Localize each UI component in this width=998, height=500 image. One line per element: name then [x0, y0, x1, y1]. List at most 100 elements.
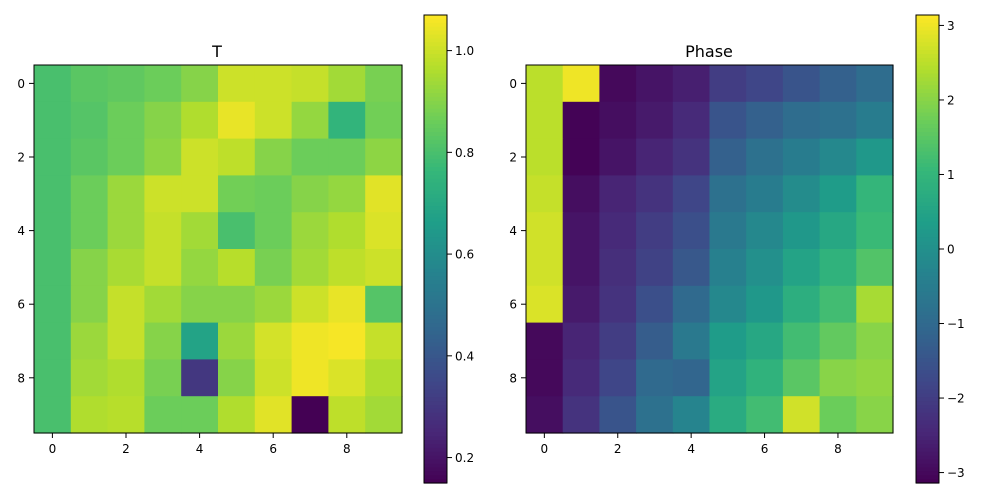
- colorbar-segment: [424, 432, 447, 437]
- colorbar-segment: [916, 245, 939, 250]
- heatmap-cell: [636, 249, 674, 287]
- colorbar-segment: [424, 436, 447, 441]
- heatmap-cell: [562, 285, 600, 324]
- colorbar-segment: [424, 34, 447, 39]
- heatmap-cell: [709, 212, 747, 250]
- heatmap-cell: [636, 101, 674, 140]
- colorbar-segment: [916, 198, 939, 203]
- colorbar-segment: [424, 69, 447, 75]
- heatmap-cell: [107, 212, 145, 250]
- colorbar-segment: [916, 358, 939, 363]
- colorbar: 0.2 0.4 0.6 0.8 1.0: [423, 14, 474, 484]
- heatmap-cell: [856, 359, 894, 397]
- heatmap-cell: [291, 212, 329, 250]
- colorbar-segment: [424, 159, 447, 164]
- colorbar-segment: [916, 38, 939, 43]
- colorbar-segment: [916, 26, 939, 32]
- heatmap-cell: [709, 359, 747, 397]
- colorbar-segment: [916, 385, 939, 390]
- colorbar-segment: [424, 268, 447, 273]
- colorbar-segment: [424, 233, 447, 238]
- heatmap-cell: [365, 138, 403, 176]
- heatmap-cell: [709, 249, 747, 287]
- heatmap-cell: [144, 138, 182, 176]
- colorbar-segment: [916, 213, 939, 219]
- colorbar-segment: [916, 194, 939, 199]
- colorbar-segment: [916, 291, 939, 297]
- colorbar-segment: [424, 229, 447, 234]
- heatmap-cell: [107, 138, 145, 176]
- heatmap-cell: [70, 396, 109, 434]
- heatmap-cell: [526, 175, 564, 213]
- colorbar-segment: [916, 190, 939, 195]
- heatmap-cell: [70, 359, 109, 397]
- colorbar-segment: [424, 50, 447, 55]
- colorbar-segment: [424, 444, 447, 449]
- colorbar-segment: [916, 405, 939, 410]
- heatmap-cell: [709, 65, 747, 103]
- heatmap-cell: [328, 322, 366, 360]
- heatmap-cell: [672, 175, 711, 213]
- heatmap-cell: [107, 285, 145, 324]
- colorbar-segment: [424, 307, 447, 312]
- heatmap-cell: [70, 212, 109, 250]
- colorbar-segment: [916, 182, 939, 188]
- colorbar-segment: [424, 369, 447, 375]
- heatmap-cell: [328, 396, 366, 434]
- heatmap-cell: [218, 175, 256, 213]
- colorbar-segment: [424, 280, 447, 285]
- colorbar-segment: [424, 327, 447, 332]
- heatmap-cell: [636, 322, 674, 360]
- heatmap-cell: [328, 138, 366, 176]
- heatmap-cell: [254, 175, 293, 213]
- heatmap-cell: [181, 285, 219, 324]
- colorbar-segment: [424, 252, 447, 258]
- colorbar-segment: [424, 323, 447, 328]
- colorbar-segment: [424, 77, 447, 82]
- heatmap-cell: [107, 322, 145, 360]
- heatmap-cell: [144, 101, 182, 140]
- colorbar-segment: [424, 424, 447, 429]
- heatmap-cell: [562, 138, 600, 176]
- heatmap-cell: [365, 396, 403, 434]
- colorbar-segment: [424, 408, 447, 414]
- colorbar-segment: [424, 182, 447, 188]
- heatmap-cell: [254, 65, 293, 103]
- colorbar-segment: [424, 65, 447, 71]
- heatmap-cell: [70, 322, 109, 360]
- heatmap-cell: [107, 65, 145, 103]
- colorbar-tick-label: 0.4: [455, 349, 474, 363]
- heatmap-cell: [291, 359, 329, 397]
- heatmap-axes: 0 2 4 6 8 0 2 4 6 8: [17, 64, 403, 456]
- colorbar-segment: [916, 22, 939, 28]
- colorbar-segment: [916, 444, 939, 449]
- heatmap-cell: [70, 138, 109, 176]
- colorbar-segment: [916, 319, 939, 324]
- colorbar-segment: [916, 323, 939, 328]
- colorbar-segment: [424, 276, 447, 281]
- colorbar-tick-label: −1: [947, 317, 965, 331]
- colorbar-segment: [916, 65, 939, 71]
- colorbar-segment: [916, 34, 939, 39]
- colorbar-tick-label: 2: [947, 93, 955, 107]
- heatmap-cell: [291, 249, 329, 287]
- heatmap-cell: [636, 285, 674, 324]
- heatmap-cell: [181, 359, 219, 397]
- colorbar-tick-label: 1: [947, 168, 955, 182]
- colorbar-segment: [916, 30, 939, 36]
- heatmap-cell: [746, 396, 784, 434]
- colorbar-segment: [916, 18, 939, 24]
- heatmap-cell: [70, 101, 109, 140]
- x-tick-label: 6: [269, 442, 277, 456]
- colorbar-segment: [916, 233, 939, 238]
- colorbar-segment: [424, 147, 447, 153]
- colorbar-segment: [424, 174, 447, 180]
- y-tick-label: 6: [509, 298, 517, 312]
- colorbar-segment: [424, 451, 447, 457]
- heatmap-cell: [746, 101, 784, 140]
- colorbar-tick-label: 0: [947, 243, 955, 257]
- colorbar-segment: [916, 276, 939, 281]
- colorbar-frame: [423, 14, 448, 484]
- heatmap-cell: [599, 249, 637, 287]
- colorbar-segment: [916, 354, 939, 359]
